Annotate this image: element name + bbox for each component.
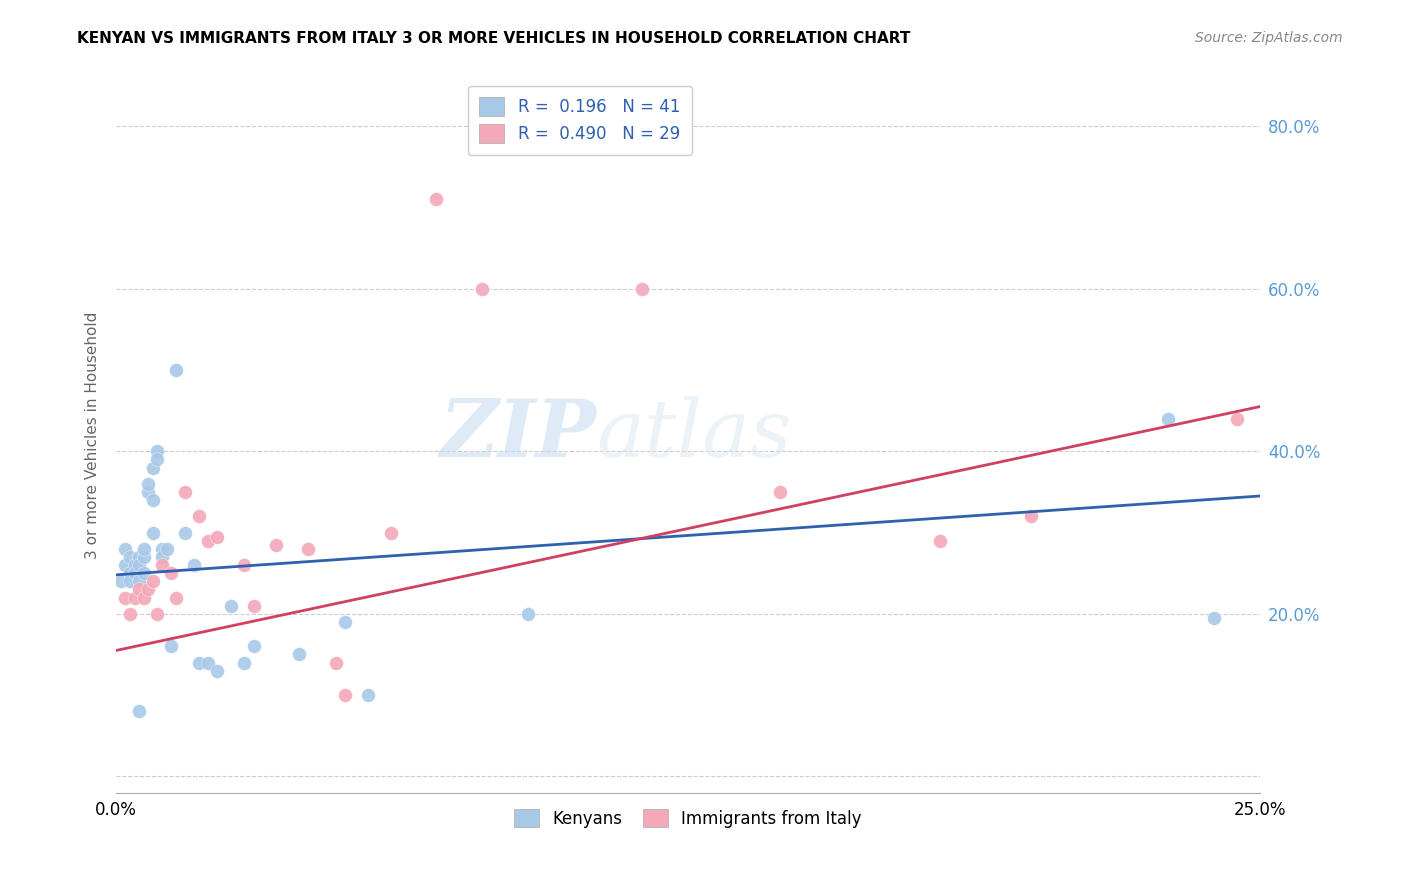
Point [183, 558, 205, 573]
Point [155, 541, 177, 556]
Point [928, 533, 950, 548]
Point [132, 591, 155, 605]
Point [118, 607, 141, 621]
Point [187, 509, 209, 524]
Point [165, 363, 187, 377]
Point [150, 549, 173, 564]
Point [132, 549, 155, 564]
Point [357, 688, 380, 702]
Point [233, 558, 256, 573]
Point [173, 525, 195, 540]
Point [197, 533, 219, 548]
Y-axis label: 3 or more Vehicles in Household: 3 or more Vehicles in Household [86, 311, 100, 558]
Text: ZIP: ZIP [440, 396, 596, 474]
Point [128, 705, 150, 719]
Point [124, 566, 146, 581]
Point [1157, 411, 1180, 425]
Point [471, 282, 494, 296]
Point [136, 485, 159, 500]
Point [124, 558, 146, 573]
Point [768, 485, 790, 500]
Point [325, 656, 347, 670]
Point [160, 566, 183, 581]
Point [197, 656, 219, 670]
Point [118, 566, 141, 581]
Point [110, 574, 132, 589]
Point [187, 656, 209, 670]
Point [233, 656, 256, 670]
Point [132, 541, 155, 556]
Point [266, 538, 288, 552]
Point [142, 574, 165, 589]
Legend: Kenyans, Immigrants from Italy: Kenyans, Immigrants from Italy [508, 803, 869, 834]
Point [118, 549, 141, 564]
Point [517, 607, 540, 621]
Point [146, 452, 169, 467]
Point [333, 688, 356, 702]
Point [297, 541, 319, 556]
Point [142, 493, 165, 508]
Text: KENYAN VS IMMIGRANTS FROM ITALY 3 OR MORE VEHICLES IN HOUSEHOLD CORRELATION CHAR: KENYAN VS IMMIGRANTS FROM ITALY 3 OR MOR… [77, 31, 911, 46]
Point [173, 485, 195, 500]
Text: Source: ZipAtlas.com: Source: ZipAtlas.com [1195, 31, 1343, 45]
Point [114, 541, 136, 556]
Point [114, 558, 136, 573]
Point [165, 591, 187, 605]
Point [380, 525, 402, 540]
Point [146, 607, 169, 621]
Point [219, 599, 242, 613]
Point [425, 192, 447, 206]
Point [150, 558, 173, 573]
Text: atlas: atlas [596, 396, 792, 474]
Point [205, 664, 228, 678]
Point [132, 566, 155, 581]
Point [118, 574, 141, 589]
Point [333, 615, 356, 629]
Point [150, 541, 173, 556]
Point [136, 476, 159, 491]
Point [128, 582, 150, 597]
Point [128, 558, 150, 573]
Point [1226, 411, 1249, 425]
Point [205, 530, 228, 544]
Point [146, 444, 169, 458]
Point [288, 648, 311, 662]
Point [128, 574, 150, 589]
Point [631, 282, 654, 296]
Point [242, 599, 264, 613]
Point [114, 591, 136, 605]
Point [124, 591, 146, 605]
Point [142, 525, 165, 540]
Point [1204, 611, 1226, 625]
Point [242, 640, 264, 654]
Point [142, 460, 165, 475]
Point [136, 582, 159, 597]
Point [160, 640, 183, 654]
Point [1019, 509, 1042, 524]
Point [128, 549, 150, 564]
